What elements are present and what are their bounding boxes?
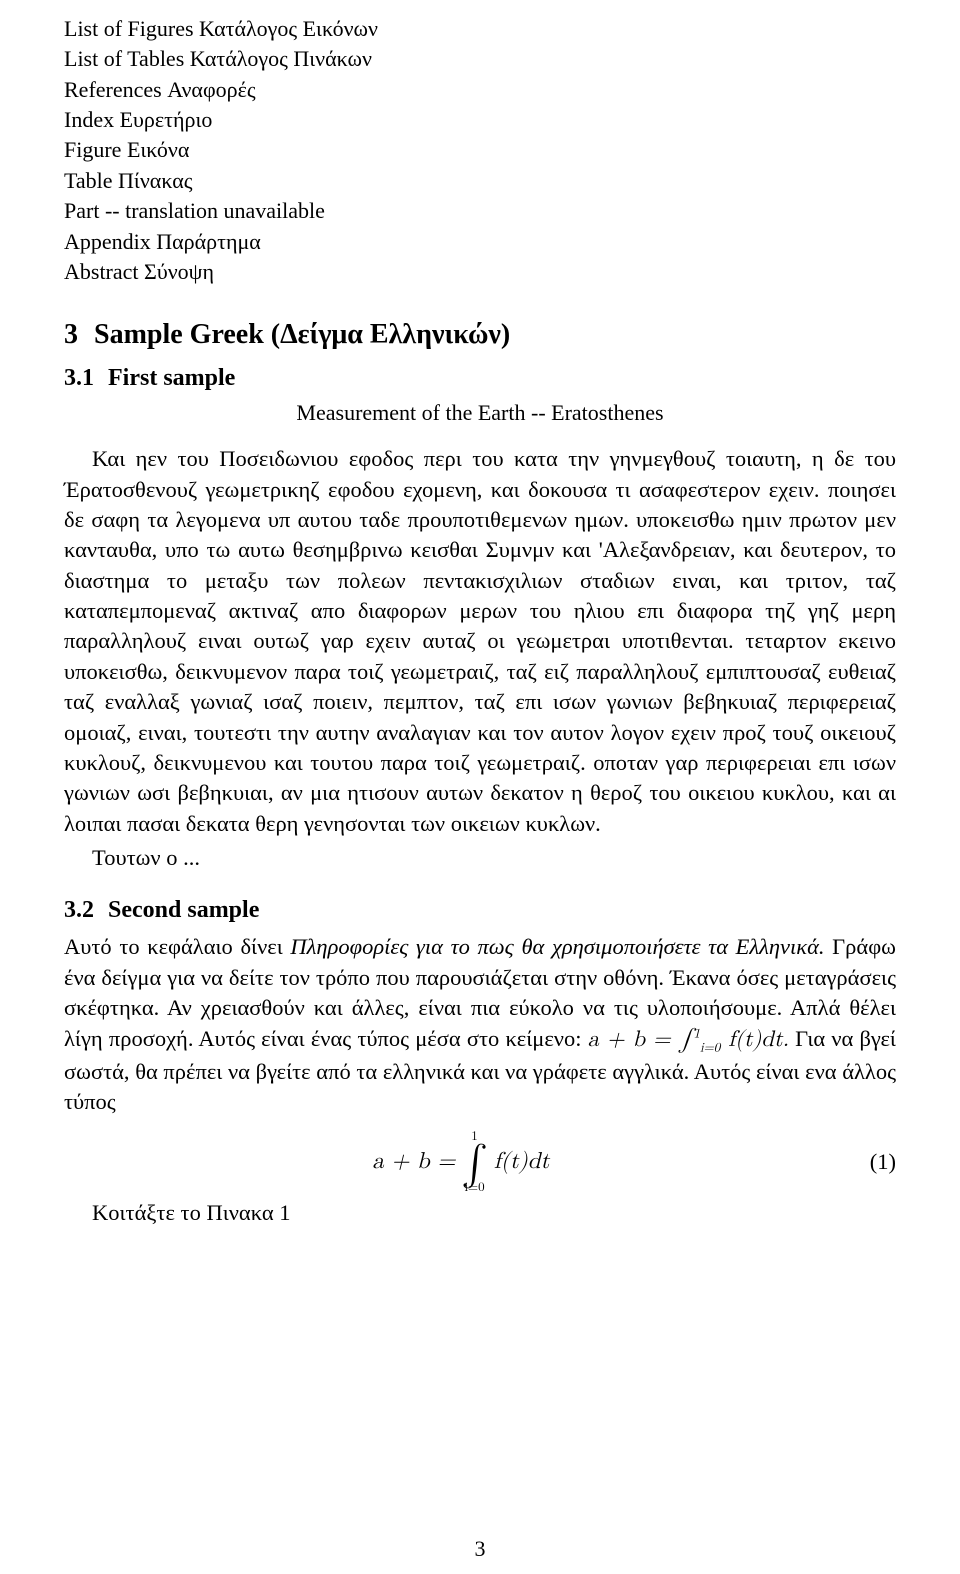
body-paragraph-2: Τουτων ο ... xyxy=(64,843,896,873)
page-number: 3 xyxy=(0,1536,960,1562)
text-run: Αυτό το κεφάλαιο δίνει xyxy=(64,934,290,959)
equation-number: (1) xyxy=(858,1149,896,1175)
section-3-heading: 3 Sample Greek (Δείγμα Ελληνικών) xyxy=(64,319,896,351)
math-sup: 1 xyxy=(694,1027,701,1040)
math-rhs: f(t)dt. xyxy=(720,1029,789,1051)
equation-body: a + b = 1 ∫ i=0 f(t)dt xyxy=(372,1131,549,1193)
term-item: Appendix Παράρτημα xyxy=(64,227,896,257)
math-lhs: a + b = xyxy=(588,1029,679,1051)
terms-list: List of Figures Κατάλογος Εικόνων List o… xyxy=(64,14,896,287)
subsection-subtitle: Measurement of the Earth -- Eratosthenes xyxy=(64,400,896,426)
section-31-heading: 3.1 First sample xyxy=(64,365,896,392)
math-sub: i=0 xyxy=(700,1041,720,1054)
subsection-number: 3.2 xyxy=(64,897,94,923)
term-item: Abstract Σύνοψη xyxy=(64,257,896,287)
integral-sign: 1 ∫ i=0 xyxy=(461,1131,488,1193)
subsection-number: 3.1 xyxy=(64,365,94,391)
body-paragraph-1: Και ηεν του Ποσειδωνιου εφοδος περι του … xyxy=(64,444,896,839)
section-number: 3 xyxy=(64,319,78,350)
text-italic: Πληροφορίες για το πως θα χρησιμοποιήσετ… xyxy=(290,934,824,959)
term-item: List of Tables Κατάλογος Πινάκων xyxy=(64,44,896,74)
section-32-heading: 3.2 Second sample xyxy=(64,897,896,924)
term-item: References Αναφορές xyxy=(64,75,896,105)
term-item: Figure Εικόνα xyxy=(64,135,896,165)
math-lhs: a + b = xyxy=(372,1148,455,1176)
subsection-title: First sample xyxy=(108,365,235,391)
table-reference: Κοιτάξτε το Πινακα 1 xyxy=(64,1198,896,1228)
integral-upper: 1 xyxy=(471,1131,478,1142)
body-paragraph-3: Αυτό το κεφάλαιο δίνει Πληροφορίες για τ… xyxy=(64,932,896,1117)
term-item: Index Ευρετήριο xyxy=(64,105,896,135)
inline-math: a + b = ∫1i=0 f(t)dt. xyxy=(588,1029,789,1051)
section-title: Sample Greek (Δείγμα Ελληνικών) xyxy=(94,319,510,350)
term-item: Part -- translation unavailable xyxy=(64,196,896,226)
subsection-title: Second sample xyxy=(108,897,259,923)
term-item: List of Figures Κατάλογος Εικόνων xyxy=(64,14,896,44)
display-equation: a + b = 1 ∫ i=0 f(t)dt (1) xyxy=(64,1131,896,1193)
math-rhs: f(t)dt xyxy=(494,1148,550,1176)
term-item: Table Πίνακας xyxy=(64,166,896,196)
document-page: List of Figures Κατάλογος Εικόνων List o… xyxy=(0,0,960,1574)
